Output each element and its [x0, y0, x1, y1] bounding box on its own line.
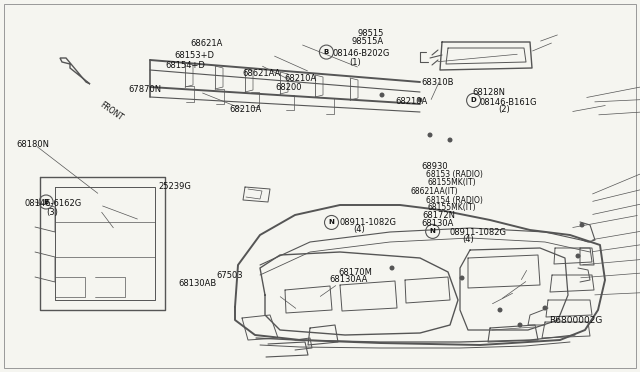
Text: 68155MK(IT): 68155MK(IT) — [428, 178, 476, 187]
Text: R6800002G: R6800002G — [549, 316, 602, 325]
Circle shape — [390, 266, 394, 270]
Text: 68210A: 68210A — [285, 74, 317, 83]
Text: FRONT: FRONT — [98, 100, 124, 122]
Text: 68128N: 68128N — [472, 88, 506, 97]
Text: (3): (3) — [46, 208, 58, 217]
Text: 98515: 98515 — [357, 29, 383, 38]
Circle shape — [380, 93, 385, 97]
Text: B: B — [44, 199, 49, 205]
Text: 98515A: 98515A — [351, 37, 383, 46]
Text: 68930: 68930 — [421, 162, 448, 171]
Circle shape — [428, 132, 433, 138]
Text: (4): (4) — [353, 225, 365, 234]
Text: 68200: 68200 — [275, 83, 301, 92]
Circle shape — [497, 308, 502, 312]
Text: (2): (2) — [498, 105, 509, 114]
Text: 68155MK(IT): 68155MK(IT) — [428, 203, 476, 212]
Text: N: N — [429, 228, 436, 234]
Circle shape — [579, 222, 584, 228]
Circle shape — [460, 276, 465, 280]
Circle shape — [575, 253, 580, 259]
Text: 68153+D: 68153+D — [174, 51, 214, 60]
Text: 68621AA(IT): 68621AA(IT) — [411, 187, 458, 196]
Text: 68130AA: 68130AA — [330, 275, 368, 284]
Text: 68154+D: 68154+D — [165, 61, 205, 70]
Text: 25239G: 25239G — [159, 182, 191, 191]
Text: 68130A: 68130A — [421, 219, 454, 228]
Text: 08911-1082G: 08911-1082G — [339, 218, 396, 227]
Text: 08146-6162G: 08146-6162G — [24, 199, 81, 208]
Text: 08146-B161G: 08146-B161G — [480, 98, 538, 107]
Text: 67503: 67503 — [216, 271, 243, 280]
Text: B: B — [324, 49, 329, 55]
Circle shape — [417, 97, 422, 103]
Text: (1): (1) — [349, 58, 360, 67]
Circle shape — [543, 305, 547, 311]
Text: 68210A: 68210A — [396, 97, 428, 106]
Text: 08146-B202G: 08146-B202G — [333, 49, 390, 58]
Text: 68621A: 68621A — [191, 39, 223, 48]
Text: N: N — [328, 219, 335, 225]
Text: 68153 (RADIO): 68153 (RADIO) — [426, 170, 483, 179]
Circle shape — [447, 138, 452, 142]
Text: 68170M: 68170M — [338, 268, 372, 277]
Text: 68130AB: 68130AB — [178, 279, 216, 288]
Text: 68172N: 68172N — [422, 211, 456, 220]
Text: 68210A: 68210A — [229, 105, 261, 114]
Text: D: D — [471, 97, 476, 103]
Text: 67870N: 67870N — [128, 85, 161, 94]
Text: 08911-1082G: 08911-1082G — [449, 228, 506, 237]
Text: 68621AA: 68621AA — [242, 69, 280, 78]
Text: 68180N: 68180N — [16, 140, 49, 149]
Text: 68154 (RADIO): 68154 (RADIO) — [426, 196, 483, 205]
Text: 68310B: 68310B — [421, 78, 454, 87]
Circle shape — [518, 323, 522, 327]
Text: (4): (4) — [462, 235, 474, 244]
